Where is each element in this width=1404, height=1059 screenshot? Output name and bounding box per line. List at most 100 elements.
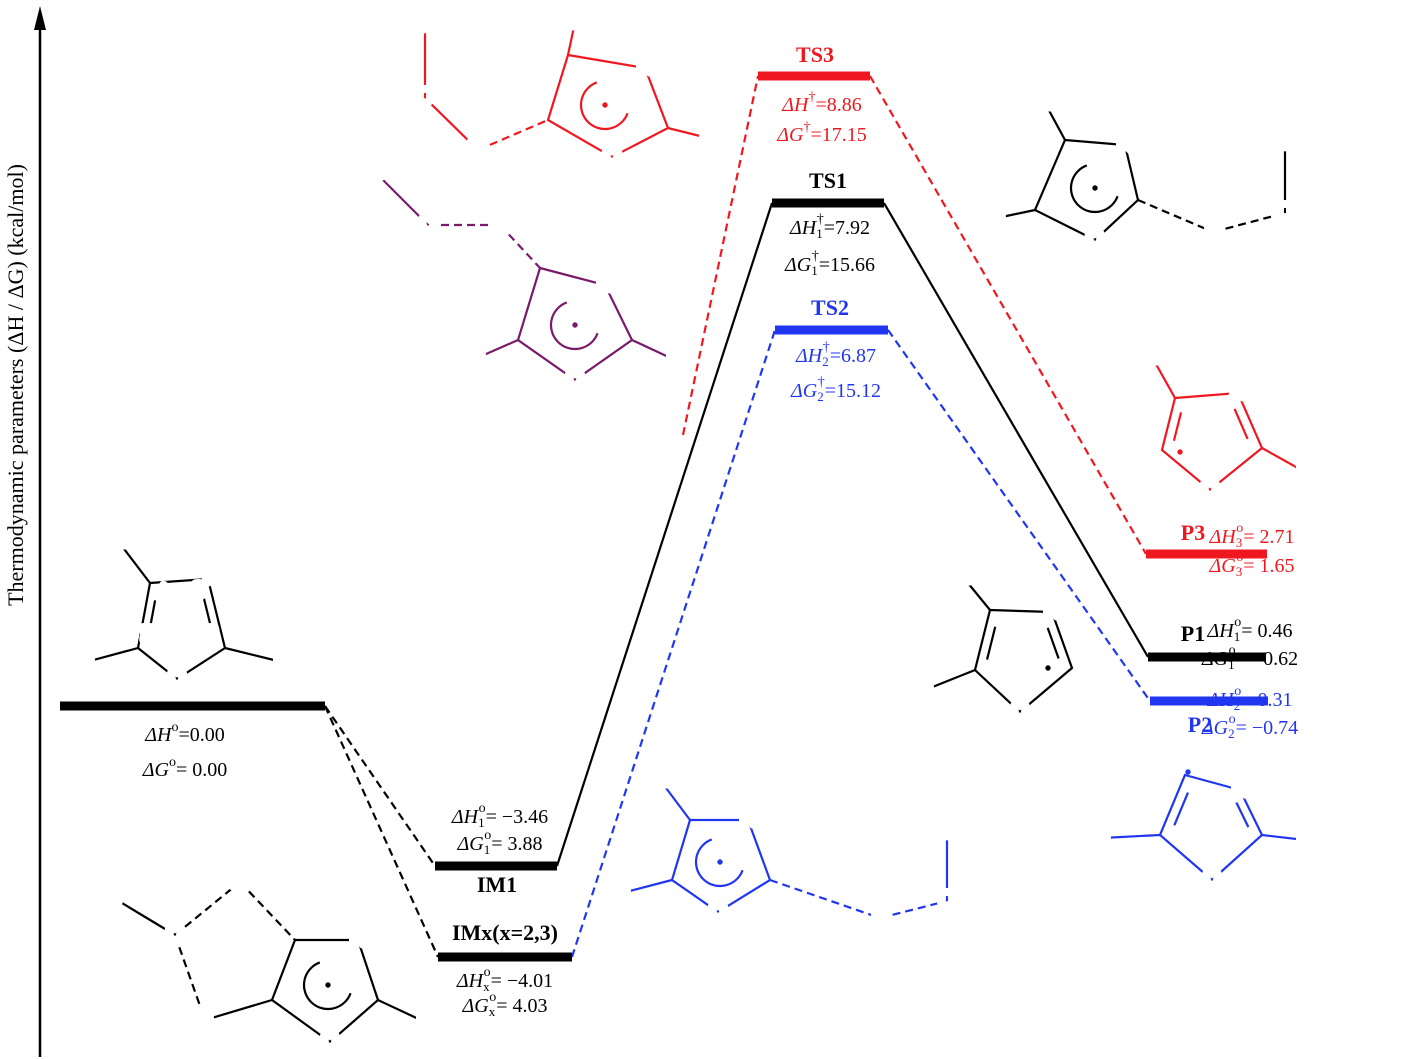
superscript: o — [171, 720, 178, 735]
energy-label: ΔHxo= −4.01 — [456, 965, 553, 994]
double-bond — [1233, 408, 1249, 440]
atom-label: O — [567, 365, 583, 390]
atom-label: 3 — [194, 577, 205, 602]
atom-label: H — [110, 526, 126, 551]
value: = 1.65 — [1243, 555, 1294, 577]
atom-label: H — [232, 867, 248, 892]
h-bond — [173, 934, 207, 1021]
atom-label: N — [1232, 775, 1248, 800]
subscript: 1 — [478, 815, 485, 830]
subscript: 2 — [1228, 726, 1235, 741]
superscript: o — [1229, 643, 1236, 658]
bond — [1044, 102, 1066, 141]
energy-label: ΔH2o= 0.31 — [1207, 684, 1293, 713]
quantity: ΔH — [789, 217, 818, 239]
double-bond — [1046, 627, 1060, 659]
bond — [667, 126, 709, 140]
subscript: 3 — [1236, 535, 1243, 550]
ring-bond — [136, 577, 227, 681]
value: = −0.74 — [1236, 717, 1299, 739]
atom-label: 4 — [156, 579, 167, 604]
connector — [681, 75, 760, 436]
quantity: ΔH — [1207, 689, 1236, 711]
subscript: 1 — [1234, 629, 1241, 644]
superscript: o — [1234, 684, 1241, 699]
bond — [424, 97, 479, 151]
atom-label: H — [939, 817, 955, 842]
atom-label: N — [203, 563, 219, 588]
atom-label: H — [614, 878, 630, 903]
subscript: 1 — [1228, 657, 1235, 672]
subscript: 1 — [816, 226, 823, 241]
double-bond — [1173, 792, 1189, 826]
quantity: ΔG — [1201, 717, 1229, 739]
atom-label: N — [1044, 597, 1060, 622]
quantity: ΔG — [776, 124, 804, 146]
h-bond — [174, 881, 241, 936]
atom-label: H — [492, 210, 508, 235]
atom-label: + H₂O — [1346, 810, 1403, 835]
atom-label: H — [417, 10, 433, 35]
value: = −4.01 — [491, 970, 554, 992]
radical-dot — [717, 859, 723, 865]
bond — [962, 576, 991, 611]
connector — [570, 329, 777, 958]
atom-label: H — [989, 203, 1005, 228]
energy-label: ΔGxo= 4.03 — [462, 990, 548, 1019]
quantity: ΔH — [795, 345, 824, 367]
superscript: † — [818, 375, 825, 390]
energy-label: ΔG3o= 1.65 — [1209, 550, 1295, 579]
energy-label: ΔG1†=15.66 — [784, 249, 875, 278]
bond — [1101, 833, 1161, 840]
value: = 2.71 — [1243, 526, 1294, 548]
energy-label: ΔHo=0.00 — [144, 720, 224, 745]
atom-label: O — [939, 886, 955, 911]
subscript: 2 — [822, 354, 829, 369]
energy-label: ΔH2†=6.87 — [795, 340, 876, 369]
atom-label: N — [597, 270, 613, 295]
level-name: TS2 — [811, 295, 849, 320]
atom-label: N — [1230, 378, 1246, 403]
ring-bond — [670, 818, 772, 914]
radical-dot — [1092, 185, 1098, 191]
atom-label: H — [652, 765, 668, 790]
energy-label: ΔGo= 0.00 — [142, 755, 227, 780]
energy-label: ΔG1o= 3.88 — [457, 828, 543, 857]
value: = −0.62 — [1236, 648, 1299, 670]
atom-label: O — [710, 897, 726, 922]
atom-label: H — [104, 882, 120, 907]
h-bond — [499, 224, 541, 269]
quantity: ΔG — [457, 833, 485, 855]
atom-label: O — [1202, 475, 1218, 500]
atom-label: H — [1297, 825, 1313, 850]
superscript: † — [803, 120, 810, 135]
superscript: o — [484, 965, 491, 980]
quantity: ΔG — [1201, 648, 1229, 670]
value: =6.87 — [830, 345, 876, 367]
atom-label: H₂O + — [876, 632, 933, 657]
bond — [204, 998, 273, 1022]
superscript: o — [489, 990, 496, 1005]
atom-label: N — [740, 805, 756, 830]
subscript: 1 — [484, 842, 491, 857]
superscript: † — [812, 249, 819, 264]
radical-dot — [325, 982, 331, 988]
atom-label: H — [78, 647, 94, 672]
radical-dot — [1185, 769, 1191, 775]
superscript: o — [1236, 550, 1243, 565]
atom-label: N — [637, 53, 653, 78]
ring-bond — [973, 608, 1074, 714]
energy-label: ΔH3o= 2.71 — [1209, 521, 1295, 550]
bond — [996, 208, 1036, 220]
subscript: 1 — [811, 263, 818, 278]
bond — [621, 878, 673, 895]
ring-bond — [1033, 138, 1140, 242]
value: =17.15 — [810, 124, 866, 146]
ring-bond — [1158, 773, 1264, 882]
atom-label: H — [1037, 88, 1053, 113]
energy-label: ΔH1o= −3.46 — [451, 801, 548, 830]
level-name: IM1 — [477, 872, 517, 897]
value: = −3.46 — [486, 806, 549, 828]
bond — [377, 999, 426, 1023]
